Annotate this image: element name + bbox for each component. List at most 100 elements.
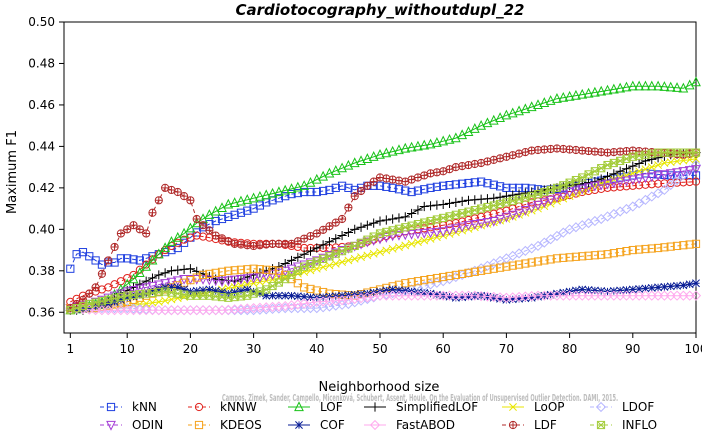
data-point-lof — [368, 151, 379, 161]
data-point-odin — [450, 224, 461, 235]
data-point-odin — [659, 170, 670, 181]
data-point-kdeos — [470, 267, 479, 276]
data-point-cof — [180, 285, 189, 294]
data-point-odin — [204, 275, 215, 286]
data-point-knn — [464, 178, 473, 188]
data-point-kdeos — [672, 241, 682, 251]
data-point-kdeos — [514, 260, 524, 269]
data-point-loop — [325, 261, 334, 270]
data-point-knn — [123, 254, 132, 263]
data-point-kdeos — [451, 270, 460, 280]
data-point-lof — [381, 147, 392, 158]
data-point-kdeos — [590, 251, 599, 260]
data-point-knn — [439, 181, 448, 190]
data-point-kdeos — [559, 253, 568, 262]
data-point-lof — [444, 133, 455, 144]
data-point-kdeos — [571, 252, 581, 261]
data-point-cof — [666, 282, 675, 291]
data-point-simplifiedlof — [375, 216, 385, 226]
data-point-ldf — [135, 225, 144, 234]
data-point-ldf — [91, 283, 100, 292]
data-point-ldf — [218, 234, 226, 242]
data-point-knn — [337, 181, 347, 190]
data-point-odin — [255, 272, 265, 283]
data-point-lof — [526, 101, 537, 112]
data-point-lof — [602, 84, 613, 95]
series-line-fastabod — [70, 295, 696, 311]
data-point-knn — [72, 250, 81, 259]
data-point-odin — [602, 179, 613, 190]
data-point-simplifiedlof — [451, 197, 461, 207]
data-point-ldf — [616, 147, 625, 156]
legend-swatch-marker — [597, 421, 605, 429]
data-point-ldf — [110, 243, 119, 251]
data-point-lof — [589, 86, 600, 97]
data-point-ldof — [665, 179, 676, 191]
data-point-loop — [388, 244, 397, 253]
data-point-lof — [286, 183, 297, 194]
data-point-simplifiedlof — [305, 246, 316, 256]
data-point-odin — [488, 216, 499, 227]
data-point-cof — [489, 293, 498, 302]
data-point-loop — [395, 243, 403, 252]
data-point-kdeos — [477, 266, 486, 275]
data-point-odin — [248, 273, 259, 284]
data-point-cof — [673, 281, 681, 290]
data-point-knnw — [635, 181, 644, 190]
data-point-kdeos — [211, 268, 220, 277]
data-point-cof — [546, 290, 555, 299]
data-point-kdeos — [236, 265, 246, 274]
data-point-ldof — [678, 169, 689, 181]
data-point-knn — [66, 264, 75, 273]
data-point-odin — [134, 284, 145, 295]
data-point-kdeos — [445, 271, 454, 281]
data-point-fastabod — [494, 292, 506, 303]
data-point-odin — [533, 200, 543, 211]
x-tick-label: 30 — [246, 342, 261, 356]
data-point-odin — [375, 234, 385, 245]
data-point-knn — [281, 192, 290, 201]
data-point-odin — [236, 274, 246, 285]
data-point-odin — [160, 279, 171, 289]
data-point-odin — [558, 190, 569, 201]
data-point-lof — [640, 80, 651, 91]
series-ldf — [66, 144, 701, 313]
data-point-ldf — [445, 165, 454, 173]
data-point-ldf — [451, 163, 460, 172]
data-point-lof — [476, 119, 487, 130]
data-point-kdeos — [527, 258, 536, 267]
x-tick-label: 60 — [436, 342, 451, 356]
data-point-odin — [545, 195, 556, 206]
data-point-cof — [243, 285, 252, 294]
data-point-lof — [236, 195, 246, 206]
data-point-ldf — [325, 222, 334, 230]
data-point-ldof — [545, 234, 556, 245]
data-point-ldf — [477, 159, 485, 167]
data-point-ldf — [97, 269, 107, 279]
data-point-simplifiedlof — [160, 268, 170, 278]
data-point-ldf — [249, 241, 258, 251]
data-point-knn — [319, 186, 328, 196]
data-point-odin — [552, 193, 562, 203]
data-point-loop — [647, 163, 656, 172]
data-point-cof — [255, 289, 264, 298]
data-point-lof — [229, 197, 240, 207]
data-point-ldof — [640, 194, 651, 205]
data-point-knn — [217, 214, 227, 224]
legend-label: LDOF — [622, 400, 654, 414]
legend-label: LoOP — [534, 400, 565, 414]
data-point-ldf — [142, 229, 151, 238]
data-point-cof — [692, 279, 700, 288]
series-lof — [65, 76, 701, 315]
data-point-lof — [318, 170, 329, 181]
data-point-lof — [299, 180, 310, 190]
data-point-odin — [514, 208, 524, 219]
data-point-ldf — [590, 147, 599, 156]
legend-item-kdeos: KDEOS — [188, 418, 262, 432]
data-point-cof — [192, 286, 201, 295]
data-point-knn — [394, 185, 404, 194]
data-point-ldf — [312, 229, 321, 238]
data-point-knnw — [527, 198, 536, 207]
data-point-loop — [413, 238, 422, 247]
